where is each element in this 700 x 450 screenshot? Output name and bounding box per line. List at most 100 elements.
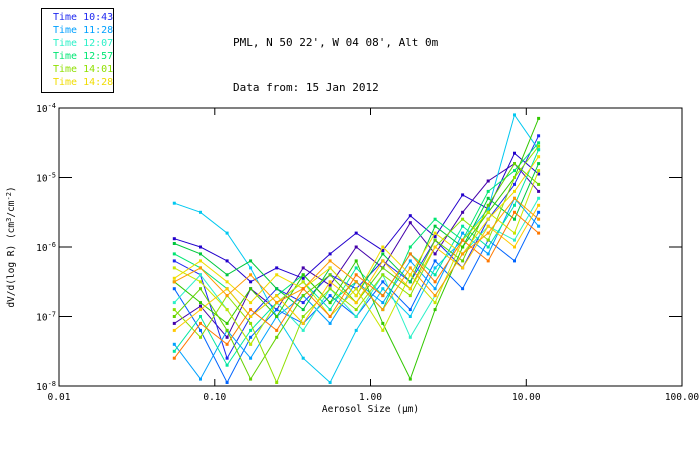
data-point-marker bbox=[408, 377, 412, 381]
data-point-marker bbox=[513, 169, 516, 173]
data-point-marker bbox=[249, 287, 253, 291]
data-point-marker bbox=[381, 321, 385, 325]
data-point-marker bbox=[433, 252, 437, 256]
data-point-marker bbox=[328, 321, 332, 325]
x-tick-label: 0.01 bbox=[48, 392, 71, 403]
data-point-marker bbox=[537, 210, 541, 214]
data-point-marker bbox=[513, 210, 516, 214]
data-point-marker bbox=[275, 335, 279, 339]
data-point-marker bbox=[513, 217, 516, 221]
chart-header: PML, N 50 22', W 04 08', Alt 0m Data fro… bbox=[233, 5, 438, 125]
data-point-marker bbox=[328, 315, 332, 318]
data-point-marker bbox=[172, 321, 176, 325]
x-axis-label: Aerosol Size (μm) bbox=[322, 404, 419, 415]
data-point-marker bbox=[433, 217, 437, 221]
data-point-marker bbox=[249, 315, 253, 318]
data-point-marker bbox=[537, 203, 541, 207]
plot-frame bbox=[58, 107, 683, 387]
data-point-marker bbox=[199, 321, 202, 325]
data-point-marker bbox=[433, 235, 437, 239]
data-point-marker bbox=[172, 301, 176, 305]
data-point-marker bbox=[328, 266, 332, 270]
data-point-marker bbox=[513, 162, 516, 166]
x-tick-label: 100.00 bbox=[665, 392, 700, 403]
data-point-marker bbox=[537, 169, 541, 173]
data-point-marker bbox=[172, 287, 176, 291]
data-point-marker bbox=[513, 203, 516, 207]
data-point-marker bbox=[328, 308, 332, 312]
data-point-marker bbox=[513, 196, 516, 200]
data-point-marker bbox=[172, 237, 176, 241]
legend-item: Time 12:57 bbox=[53, 50, 113, 63]
data-point-marker bbox=[249, 321, 253, 325]
data-point-marker bbox=[513, 176, 516, 179]
chart-title: PML, N 50 22', W 04 08', Alt 0m bbox=[233, 36, 439, 49]
data-point-marker bbox=[381, 301, 385, 305]
data-point-marker bbox=[513, 231, 516, 235]
data-point-marker bbox=[461, 245, 465, 249]
data-point-marker bbox=[301, 273, 305, 277]
data-point-marker bbox=[537, 155, 541, 159]
legend-item-label: Time 10:43 bbox=[53, 12, 114, 23]
data-point-marker bbox=[172, 356, 176, 360]
data-point-marker bbox=[461, 259, 465, 263]
data-point-marker bbox=[408, 214, 412, 218]
data-point-marker bbox=[301, 287, 305, 291]
data-point-marker bbox=[486, 196, 490, 200]
data-point-marker bbox=[172, 308, 176, 312]
data-point-marker bbox=[408, 294, 412, 298]
data-point-marker bbox=[537, 224, 541, 228]
data-point-marker bbox=[537, 172, 541, 176]
data-point-marker bbox=[354, 266, 358, 270]
data-point-marker bbox=[354, 328, 358, 332]
data-point-marker bbox=[433, 266, 437, 270]
data-point-marker bbox=[537, 217, 541, 221]
data-point-marker bbox=[275, 308, 279, 312]
data-point-marker bbox=[513, 189, 516, 193]
y-tick-label: 10-6 bbox=[36, 241, 56, 254]
data-point-marker bbox=[225, 356, 229, 360]
data-point-marker bbox=[513, 151, 516, 155]
data-point-marker bbox=[408, 315, 412, 318]
data-point-marker bbox=[172, 342, 176, 346]
legend-item: Time 10:43 bbox=[53, 11, 113, 24]
data-point-marker bbox=[199, 308, 202, 312]
legend-item: Time 11:28 bbox=[53, 24, 113, 37]
data-point-marker bbox=[433, 287, 437, 291]
data-point-marker bbox=[486, 224, 490, 228]
data-point-marker bbox=[486, 238, 490, 242]
data-point-marker bbox=[275, 381, 279, 384]
data-point-marker bbox=[381, 245, 385, 249]
data-point-marker bbox=[249, 308, 253, 312]
data-point-marker bbox=[199, 280, 202, 284]
y-axis-label: dV/d(log R) (cm3/cm-2) bbox=[5, 186, 17, 307]
data-point-marker bbox=[354, 315, 358, 318]
data-point-marker bbox=[249, 259, 253, 263]
data-point-marker bbox=[408, 280, 412, 284]
data-point-marker bbox=[301, 328, 305, 332]
data-point-marker bbox=[172, 201, 176, 205]
data-point-marker bbox=[199, 335, 202, 339]
data-point-marker bbox=[354, 273, 358, 277]
data-point-marker bbox=[249, 328, 253, 332]
data-point-marker bbox=[408, 273, 412, 277]
data-point-marker bbox=[172, 259, 176, 263]
legend-item: Time 14:01 bbox=[53, 63, 113, 76]
legend-item-label: Time 14:28 bbox=[53, 77, 114, 88]
data-point-marker bbox=[486, 179, 490, 183]
data-point-marker bbox=[537, 162, 541, 166]
data-point-marker bbox=[225, 335, 229, 339]
y-tick-label: 10-5 bbox=[36, 172, 56, 185]
data-point-marker bbox=[328, 280, 332, 284]
data-point-marker bbox=[225, 280, 229, 284]
data-point-marker bbox=[328, 294, 332, 298]
data-point-marker bbox=[354, 308, 358, 312]
data-point-marker bbox=[486, 217, 490, 221]
data-point-marker bbox=[199, 252, 202, 256]
data-point-marker bbox=[354, 231, 358, 235]
data-point-marker bbox=[354, 280, 358, 284]
data-point-marker bbox=[172, 328, 176, 332]
data-point-marker bbox=[513, 245, 516, 249]
legend-item: Time 14:28 bbox=[53, 76, 113, 89]
data-point-marker bbox=[301, 266, 305, 270]
